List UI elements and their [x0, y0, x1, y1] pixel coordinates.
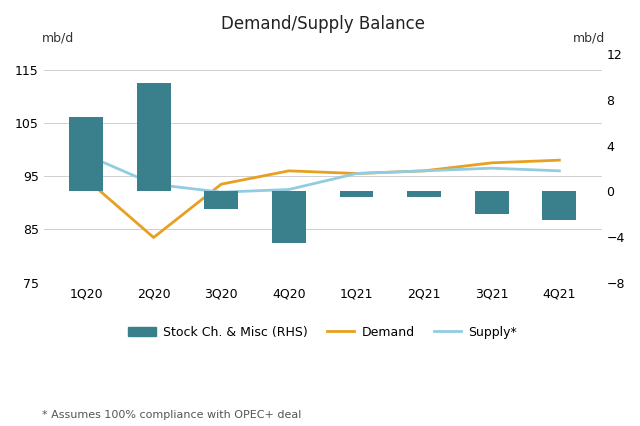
- Bar: [69, 117, 103, 191]
- Bar: [137, 83, 170, 191]
- Text: mb/d: mb/d: [573, 32, 605, 45]
- Bar: [204, 191, 238, 209]
- Bar: [340, 191, 373, 197]
- Legend: Stock Ch. & Misc (RHS), Demand, Supply*: Stock Ch. & Misc (RHS), Demand, Supply*: [123, 321, 522, 344]
- Title: Demand/Supply Balance: Demand/Supply Balance: [221, 15, 425, 33]
- Text: mb/d: mb/d: [42, 32, 74, 45]
- Text: * Assumes 100% compliance with OPEC+ deal: * Assumes 100% compliance with OPEC+ dea…: [42, 410, 301, 420]
- Bar: [272, 191, 306, 243]
- Bar: [475, 191, 509, 214]
- Bar: [407, 191, 441, 197]
- Bar: [543, 191, 576, 220]
